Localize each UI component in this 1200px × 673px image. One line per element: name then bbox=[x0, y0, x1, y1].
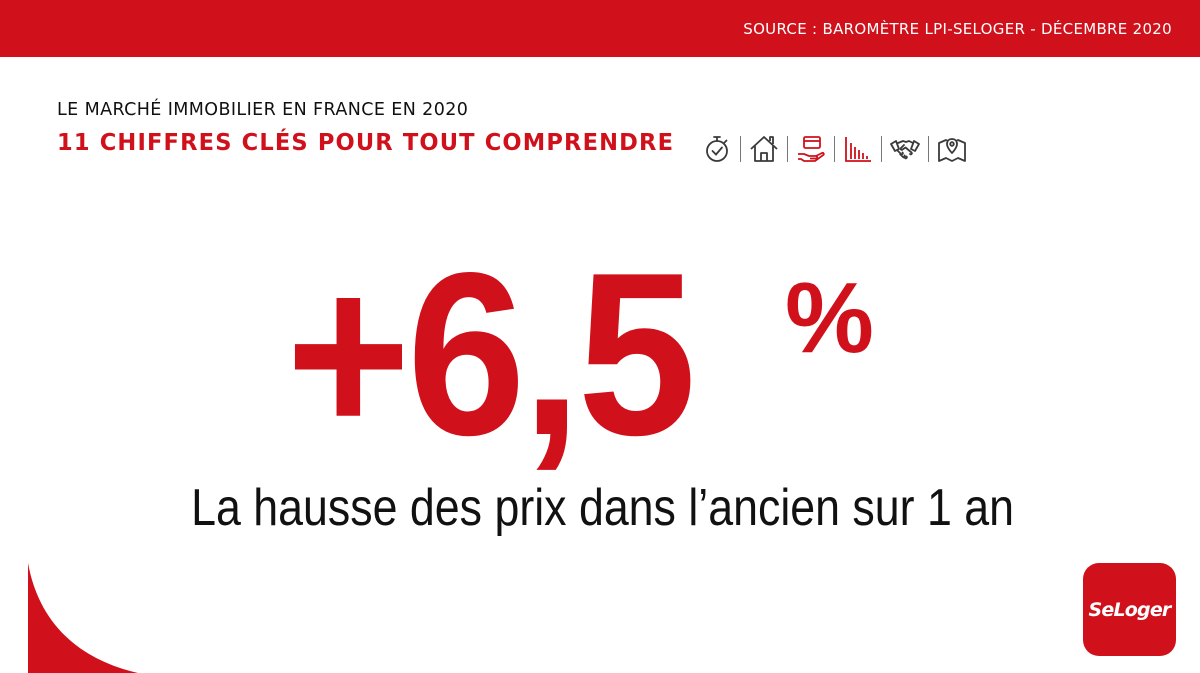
map-pin-icon bbox=[935, 132, 969, 166]
bar-chart-icon bbox=[841, 132, 875, 166]
icon-separator bbox=[787, 136, 788, 162]
decorative-corner-shape bbox=[28, 563, 138, 673]
wallet-hand-icon bbox=[794, 132, 828, 166]
heading-subtitle: 11 CHIFFRES CLÉS POUR TOUT COMPRENDRE bbox=[57, 128, 675, 156]
icon-separator bbox=[834, 136, 835, 162]
heading-title: LE MARCHÉ IMMOBILIER EN FRANCE EN 2020 bbox=[57, 100, 469, 120]
source-label: SOURCE : BAROMÈTRE LPI-SELOGER - DÉCEMBR… bbox=[743, 20, 1172, 38]
house-icon bbox=[747, 132, 781, 166]
key-figure-caption: La hausse des prix dans l’ancien sur 1 a… bbox=[191, 479, 1015, 537]
icon-separator bbox=[881, 136, 882, 162]
icon-separator bbox=[928, 136, 929, 162]
handshake-icon bbox=[888, 132, 922, 166]
top-banner: SOURCE : BAROMÈTRE LPI-SELOGER - DÉCEMBR… bbox=[0, 0, 1200, 57]
key-figure: +6,5 % bbox=[0, 225, 1200, 484]
stopwatch-icon bbox=[700, 132, 734, 166]
logo-text: SeLoger bbox=[1088, 598, 1172, 621]
category-icon-strip bbox=[700, 130, 969, 168]
key-figure-unit: % bbox=[785, 262, 874, 374]
seloger-logo: SeLoger bbox=[1083, 563, 1176, 656]
icon-separator bbox=[740, 136, 741, 162]
key-figure-value: +6,5 bbox=[286, 225, 696, 484]
heading-block: LE MARCHÉ IMMOBILIER EN FRANCE EN 2020 1… bbox=[57, 100, 700, 156]
